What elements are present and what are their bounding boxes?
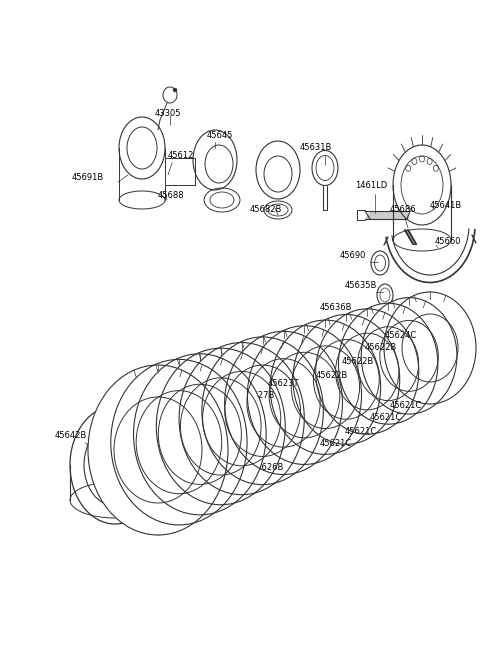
Text: 45641B: 45641B — [430, 200, 462, 210]
Ellipse shape — [88, 365, 228, 535]
Text: 45642B: 45642B — [55, 430, 87, 440]
Text: 45612: 45612 — [168, 151, 194, 160]
Ellipse shape — [384, 292, 476, 404]
Text: 45691B: 45691B — [72, 174, 104, 183]
Ellipse shape — [179, 343, 304, 495]
Text: 45624C: 45624C — [385, 331, 417, 339]
Text: 45621C: 45621C — [370, 413, 402, 422]
Text: 45622B: 45622B — [316, 371, 348, 381]
Ellipse shape — [293, 314, 400, 444]
Ellipse shape — [361, 297, 457, 414]
Ellipse shape — [111, 360, 247, 525]
Text: 45626B: 45626B — [252, 464, 284, 472]
Text: 45621C: 45621C — [345, 428, 377, 436]
Polygon shape — [365, 211, 410, 219]
Text: 1461LD: 1461LD — [355, 181, 387, 189]
Text: 45632B: 45632B — [218, 476, 251, 485]
Text: 45627B: 45627B — [243, 390, 276, 400]
Text: 45621C: 45621C — [390, 400, 422, 409]
Text: 45650B: 45650B — [186, 413, 218, 422]
Text: 45631B: 45631B — [300, 143, 332, 153]
Text: 45633B: 45633B — [210, 403, 242, 411]
Circle shape — [173, 88, 177, 92]
Ellipse shape — [156, 348, 285, 505]
Ellipse shape — [225, 331, 342, 474]
Text: 45688: 45688 — [158, 191, 185, 200]
Text: 45660: 45660 — [435, 238, 461, 246]
Text: 45682B: 45682B — [250, 206, 282, 214]
Text: 45637B: 45637B — [155, 424, 188, 432]
Ellipse shape — [338, 303, 438, 424]
Circle shape — [155, 438, 159, 442]
Text: 45635B: 45635B — [345, 280, 377, 290]
Text: 43305: 43305 — [155, 109, 181, 117]
Text: 45621C: 45621C — [320, 440, 352, 449]
Ellipse shape — [316, 309, 419, 434]
Text: 45623T: 45623T — [268, 379, 300, 388]
Ellipse shape — [270, 320, 381, 455]
Ellipse shape — [133, 354, 266, 515]
Text: 45622B: 45622B — [365, 343, 397, 352]
Circle shape — [153, 463, 157, 467]
Text: 45642B: 45642B — [155, 508, 187, 517]
Text: 45636B: 45636B — [320, 303, 352, 312]
Ellipse shape — [247, 326, 361, 464]
Text: 45645: 45645 — [207, 130, 233, 140]
Text: 45625C: 45625C — [182, 491, 214, 500]
Text: 45622B: 45622B — [342, 358, 374, 367]
Text: 45690: 45690 — [340, 252, 366, 261]
Text: 45686: 45686 — [390, 206, 417, 214]
Ellipse shape — [202, 337, 324, 485]
